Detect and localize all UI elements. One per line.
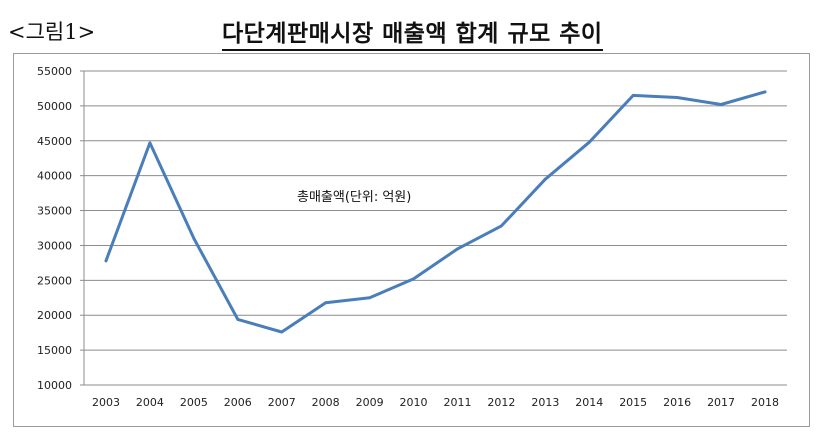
data-point: [675, 96, 679, 99]
y-tick-label: 55000: [37, 65, 72, 78]
x-tick-label: 2013: [531, 396, 559, 409]
x-tick-label: 2003: [92, 396, 120, 409]
x-tick-label: 2004: [136, 396, 164, 409]
x-tick-label: 2015: [619, 396, 647, 409]
y-tick-label: 40000: [37, 170, 72, 183]
data-point: [719, 103, 723, 106]
y-tick-label: 35000: [37, 205, 72, 218]
data-point: [236, 318, 240, 321]
series: [104, 90, 767, 334]
data-point: [324, 301, 328, 305]
data-point: [543, 177, 547, 181]
data-point: [456, 247, 459, 251]
data-point: [412, 277, 415, 281]
axes: [80, 70, 787, 386]
x-tick-label: 2016: [663, 396, 691, 409]
figure-label: <그림1>: [8, 20, 96, 44]
x-tick-label: 2009: [356, 396, 384, 409]
data-point: [587, 140, 591, 144]
x-tick-label: 2011: [443, 396, 471, 409]
y-tick-labels: 10000 15000 20000 25000 30000 35000 40000 45000…: [37, 65, 72, 392]
x-tick-label: 2010: [400, 396, 428, 409]
y-tick-label: 15000: [37, 344, 72, 357]
y-tick-label: 25000: [37, 274, 72, 287]
y-tick-label: 20000: [37, 309, 72, 322]
x-tick-label: 2005: [180, 396, 208, 409]
series-line-0: [104, 90, 767, 334]
x-tick-label: 2018: [751, 396, 779, 409]
x-tick-label: 2007: [268, 396, 296, 409]
x-tick-label: 2012: [487, 396, 515, 409]
x-tick-label: 2017: [707, 396, 735, 409]
y-tick-label: 30000: [37, 239, 72, 252]
data-point: [192, 237, 196, 240]
x-tick-label: 2006: [224, 396, 252, 409]
chart-title: 다단계판매시장 매출액 합계 규모 추이: [222, 14, 603, 51]
x-tick-labels: 2003 2004 2005 2006 2007 2008 2009 2010 2011 2012…: [92, 396, 779, 409]
x-tick-label: 2014: [575, 396, 603, 409]
gridlines: [84, 70, 787, 351]
y-tick-label: 10000: [37, 379, 72, 392]
chart-frame: [13, 53, 810, 427]
data-point: [500, 224, 503, 228]
data-point: [368, 296, 371, 300]
data-point: [104, 259, 108, 263]
data-point: [631, 94, 635, 97]
data-point: [148, 141, 152, 145]
x-tick-label: 2008: [312, 396, 340, 409]
data-point: [280, 330, 284, 334]
data-point: [763, 90, 767, 94]
y-tick-label: 50000: [37, 100, 72, 113]
y-tick-label: 45000: [37, 135, 72, 148]
unit-annotation: 총매출액(단위: 억원): [297, 190, 411, 205]
